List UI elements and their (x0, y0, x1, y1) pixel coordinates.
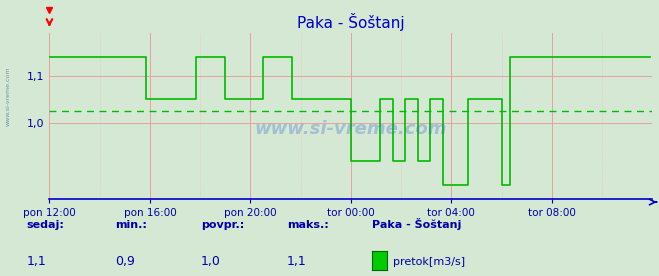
Text: 1,0: 1,0 (201, 255, 221, 268)
Text: www.si-vreme.com: www.si-vreme.com (254, 120, 447, 138)
Text: 1,1: 1,1 (287, 255, 306, 268)
Text: www.si-vreme.com: www.si-vreme.com (5, 67, 11, 126)
Title: Paka - Šoštanj: Paka - Šoštanj (297, 13, 405, 31)
Text: min.:: min.: (115, 220, 147, 230)
Text: pretok[m3/s]: pretok[m3/s] (393, 257, 465, 267)
Text: sedaj:: sedaj: (26, 220, 64, 230)
Text: Paka - Šoštanj: Paka - Šoštanj (372, 218, 462, 230)
Text: maks.:: maks.: (287, 220, 328, 230)
Text: 0,9: 0,9 (115, 255, 135, 268)
Text: povpr.:: povpr.: (201, 220, 244, 230)
Text: 1,1: 1,1 (26, 255, 46, 268)
